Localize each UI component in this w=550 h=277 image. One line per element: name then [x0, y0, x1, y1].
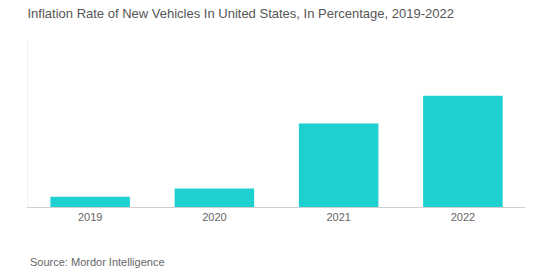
svg-text:2020: 2020	[202, 211, 226, 223]
svg-text:Source: Mordor Intelligence: Source: Mordor Intelligence	[30, 256, 165, 268]
svg-text:Inflation Rate of New Vehicles: Inflation Rate of New Vehicles In United…	[28, 6, 454, 21]
svg-text:2021: 2021	[326, 211, 350, 223]
svg-text:2022: 2022	[451, 211, 475, 223]
svg-text:2019: 2019	[78, 211, 102, 223]
